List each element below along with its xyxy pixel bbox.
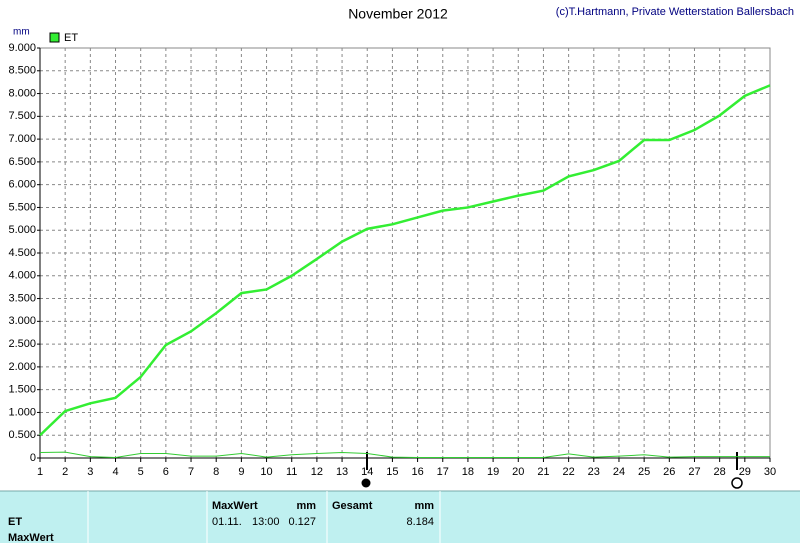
- y-tick-label: 8.500: [8, 65, 36, 77]
- x-tick-label: 4: [112, 466, 118, 478]
- legend-swatch: [49, 32, 60, 43]
- x-tick-label: 10: [260, 466, 272, 478]
- x-tick-label: 15: [386, 466, 398, 478]
- summary-table: MaxWert mm Gesamt mm ET MaxWert 01.11. 1…: [0, 490, 800, 543]
- x-tick-label: 18: [462, 466, 474, 478]
- x-tick-label: 27: [688, 466, 700, 478]
- x-tick-label: 29: [739, 466, 751, 478]
- x-tick-label: 8: [213, 466, 219, 478]
- table-cell: 8.184: [406, 516, 434, 528]
- table-header: Gesamt: [332, 500, 373, 512]
- x-tick-label: 3: [87, 466, 93, 478]
- y-tick-label: 5.000: [8, 224, 36, 236]
- x-tick-label: 12: [311, 466, 323, 478]
- x-tick-label: 25: [638, 466, 650, 478]
- table-header: mm: [414, 500, 434, 512]
- x-tick-label: 23: [588, 466, 600, 478]
- x-tick-label: 13: [336, 466, 348, 478]
- x-tick-label: 1: [37, 466, 43, 478]
- x-tick-label: 6: [163, 466, 169, 478]
- row-label: ET: [8, 516, 22, 528]
- y-unit: mm: [13, 27, 30, 38]
- copyright: (c)T.Hartmann, Private Wetterstation Bal…: [556, 6, 794, 18]
- y-tick-label: 3.500: [8, 292, 36, 304]
- y-tick-label: 0: [30, 452, 36, 464]
- table-cell: 01.11.: [212, 516, 242, 528]
- y-tick-label: 4.500: [8, 247, 36, 259]
- y-tick-label: 9.000: [8, 42, 36, 54]
- x-tick-label: 20: [512, 466, 524, 478]
- marker-hollow: [731, 477, 743, 489]
- y-tick-label: 1.000: [8, 406, 36, 418]
- x-tick-label: 21: [537, 466, 549, 478]
- x-tick-label: 5: [138, 466, 144, 478]
- y-tick-label: 8.000: [8, 87, 36, 99]
- y-tick-label: 0.500: [8, 429, 36, 441]
- series-line: [39, 84, 771, 437]
- x-tick-label: 26: [663, 466, 675, 478]
- x-tick-label: 2: [62, 466, 68, 478]
- y-tick-label: 7.500: [8, 110, 36, 122]
- y-tick-label: 3.000: [8, 315, 36, 327]
- y-tick-label: 5.500: [8, 201, 36, 213]
- y-tick-label: 2.000: [8, 361, 36, 373]
- series-line: [39, 451, 770, 459]
- marker-filled: [361, 478, 371, 488]
- x-tick-label: 11: [286, 466, 297, 478]
- y-tick-label: 6.000: [8, 179, 36, 191]
- x-tick-label: 14: [361, 466, 373, 478]
- x-tick-label: 24: [613, 466, 625, 478]
- legend-label: ET: [64, 32, 78, 44]
- table-cell: 0.127: [288, 516, 316, 528]
- x-tick-label: 7: [188, 466, 194, 478]
- table-bg: [0, 491, 800, 543]
- y-tick-label: 2.500: [8, 338, 36, 350]
- y-tick-label: 6.500: [8, 156, 36, 168]
- table-header: mm: [296, 500, 316, 512]
- x-tick-label: 30: [764, 466, 776, 478]
- row-label: MaxWert: [8, 532, 54, 543]
- y-tick-label: 4.000: [8, 270, 36, 282]
- x-tick-label: 9: [238, 466, 244, 478]
- y-tick-label: 1.500: [8, 384, 36, 396]
- x-tick-label: 22: [562, 466, 574, 478]
- chart-title: November 2012: [348, 6, 448, 22]
- x-tick-label: 28: [714, 466, 726, 478]
- y-tick-label: 7.000: [8, 133, 36, 145]
- table-cell: 13:00: [252, 516, 280, 528]
- x-tick-label: 16: [411, 466, 423, 478]
- x-tick-label: 17: [437, 466, 449, 478]
- x-tick-label: 19: [487, 466, 499, 478]
- table-header: MaxWert: [212, 500, 258, 512]
